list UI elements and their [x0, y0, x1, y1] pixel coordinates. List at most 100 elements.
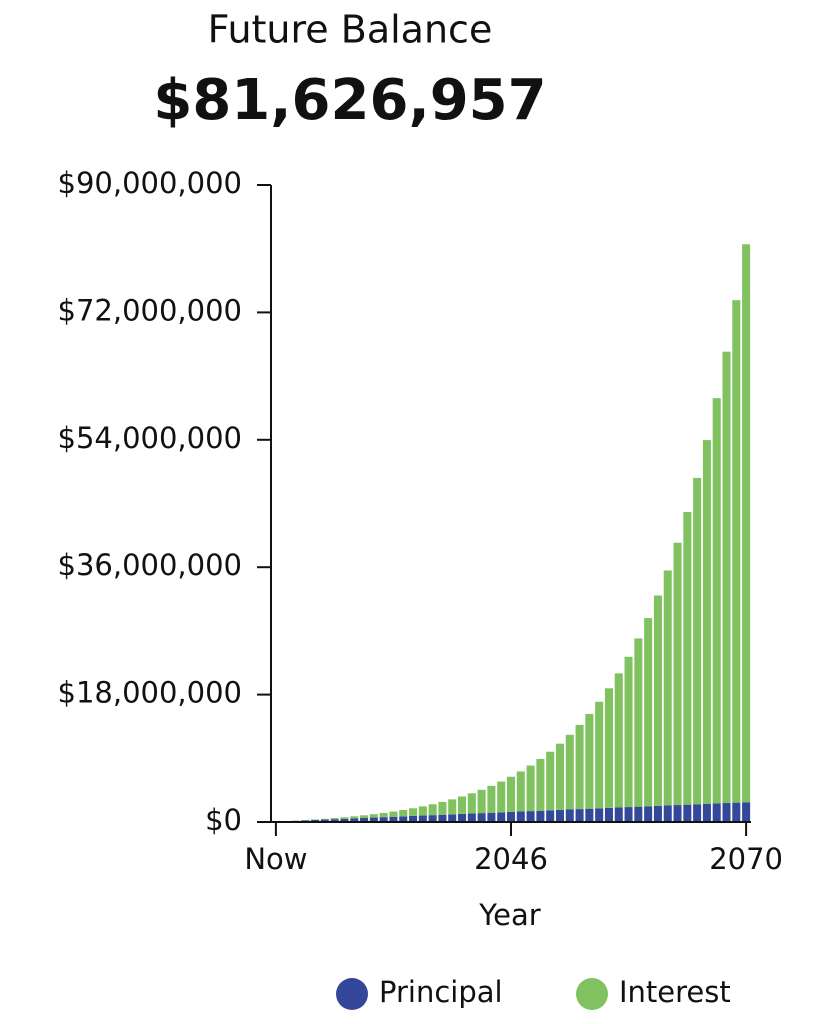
bar-segment [350, 816, 359, 819]
legend-swatch [576, 978, 608, 1010]
bar-segment [683, 511, 692, 805]
bar-segment [712, 398, 721, 804]
y-tick-label: $36,000,000 [58, 548, 243, 582]
bar-segment [516, 811, 525, 822]
bar-segment [663, 570, 672, 806]
y-tick-label: $54,000,000 [58, 421, 243, 455]
bar-segment [585, 713, 594, 809]
balance: $81,626,957 [153, 68, 546, 133]
bar-segment [350, 818, 359, 822]
legend-label: Principal [379, 975, 503, 1009]
bar-segment [614, 807, 623, 822]
bar-segment [653, 595, 662, 806]
bar-segment [311, 819, 320, 822]
bar-segment [595, 808, 604, 822]
bar-segment [448, 814, 457, 822]
bar-segment [624, 656, 633, 808]
bar-segment [742, 244, 751, 803]
bar-segment [330, 818, 339, 820]
bar-segment [506, 776, 516, 812]
bar-segment [673, 542, 682, 806]
bar-segment [536, 758, 545, 811]
bar-segment [732, 802, 741, 822]
bar-segment [546, 810, 555, 822]
bar-segment [467, 813, 476, 822]
bar-segment [722, 803, 731, 822]
bar-segment [634, 638, 643, 807]
bar-segment [663, 805, 672, 822]
bar-segment [536, 810, 545, 822]
bar-segment [526, 811, 535, 822]
x-axis-label: Year [478, 898, 540, 932]
bar-segment [487, 785, 496, 813]
bar-segment [379, 812, 388, 818]
bar-segment [497, 781, 506, 813]
bar-segment [555, 809, 564, 822]
bar-segment [477, 789, 486, 814]
bar-segment [467, 793, 476, 814]
bar-segment [330, 819, 339, 822]
bar-segment [604, 688, 613, 808]
bar-segment [614, 673, 623, 808]
bar-segment [428, 815, 437, 822]
x-tick-label: Now [244, 842, 307, 876]
bar-segment [458, 796, 467, 814]
bar-segment [526, 765, 535, 812]
bar-segment [340, 817, 349, 819]
bar-segment [438, 801, 447, 815]
legend-label: Interest [619, 975, 731, 1009]
bar-segment [644, 806, 653, 822]
bar-segment [418, 806, 427, 816]
chart-title: Future Balance [208, 8, 493, 52]
bar-segment [360, 815, 369, 818]
bar-segment [742, 802, 751, 822]
bar-segment [693, 804, 702, 822]
bar-segment [409, 808, 418, 816]
bar-segment [428, 804, 437, 816]
bar-segment [702, 803, 711, 822]
bar-segment [624, 807, 633, 822]
bar-segment [399, 816, 408, 822]
bar-segment [458, 813, 467, 822]
bar-segment [722, 351, 731, 804]
bar-segment [644, 618, 653, 807]
bar-segment [320, 818, 329, 820]
bar-segment [497, 812, 506, 822]
y-tick-label: $72,000,000 [58, 293, 243, 327]
bar-segment [693, 477, 702, 805]
bar-segment [448, 799, 457, 815]
bar-segment [732, 300, 741, 803]
bar-segment [673, 805, 682, 822]
x-tick-label: 2046 [474, 842, 548, 876]
bar-segment [575, 809, 584, 822]
legend-swatch [336, 978, 368, 1010]
bar-segment [565, 734, 574, 810]
bar-segment [653, 805, 662, 822]
bar-segment [702, 440, 711, 804]
bar-segment [634, 806, 643, 822]
bar-segment [595, 701, 604, 809]
bar-segment [506, 811, 516, 822]
bar-segment [565, 809, 574, 822]
bar-segment [379, 817, 388, 822]
bar-segment [575, 724, 584, 810]
bar-segment [389, 816, 398, 822]
bar-segment [369, 814, 378, 818]
y-tick-label: $90,000,000 [58, 166, 243, 200]
bar-segment [712, 803, 721, 822]
bar-segment [418, 815, 427, 822]
bar-segment [340, 818, 349, 822]
bar-segment [516, 771, 525, 812]
y-tick-label: $0 [205, 803, 242, 837]
y-tick-label: $18,000,000 [58, 676, 243, 710]
bar-segment [399, 809, 408, 817]
bar-segment [555, 743, 564, 810]
bar-segment [369, 817, 378, 822]
bar-segment [585, 808, 594, 822]
bar-segment [438, 814, 447, 822]
bar-segment [683, 804, 692, 822]
bar-segment [320, 819, 329, 822]
x-tick-label: 2070 [709, 842, 783, 876]
bar-segment [360, 817, 369, 822]
